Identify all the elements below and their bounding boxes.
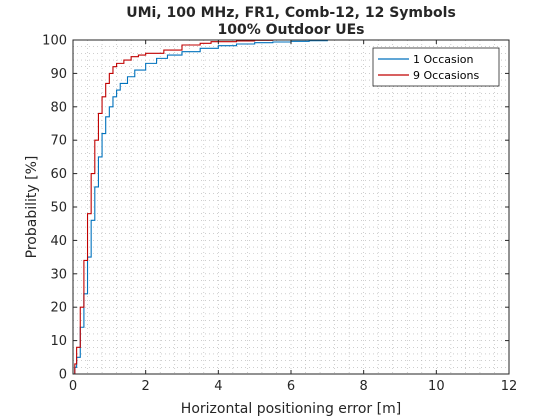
y-tick-label: 0 xyxy=(59,368,67,383)
legend-label-2: 9 Occasions xyxy=(413,69,479,82)
ticks: 0 2 4 6 8 10 12 0 10 20 30 40 50 60 70 80 90 100 xyxy=(42,34,517,395)
chart-title: UMi, 100 MHz, FR1, Comb-12, 12 Symbols xyxy=(126,5,456,21)
y-tick-label: 70 xyxy=(50,134,67,149)
x-tick-label: 4 xyxy=(214,379,222,394)
y-tick-label: 80 xyxy=(50,100,67,115)
y-tick-label: 40 xyxy=(50,234,67,249)
legend-label-1: 1 Occasion xyxy=(413,53,474,66)
series-line-1 xyxy=(73,39,509,375)
series-line-2 xyxy=(73,39,509,375)
x-tick-label: 6 xyxy=(287,379,295,394)
chart-subtitle: 100% Outdoor UEs xyxy=(218,22,365,38)
y-tick-label: 90 xyxy=(50,67,67,82)
legend: 1 Occasion 9 Occasions xyxy=(372,47,500,87)
x-tick-label: 12 xyxy=(501,379,518,394)
x-axis-label: Horizontal positioning error [m] xyxy=(181,401,401,417)
x-tick-label: 2 xyxy=(142,379,150,394)
y-tick-label: 100 xyxy=(42,34,67,49)
y-tick-label: 60 xyxy=(50,167,67,182)
y-axis-label: Probability [%] xyxy=(24,156,40,259)
x-tick-label: 0 xyxy=(69,379,77,394)
y-tick-label: 30 xyxy=(50,267,67,282)
series-layer xyxy=(73,39,509,375)
y-tick-label: 10 xyxy=(50,334,67,349)
y-tick-label: 20 xyxy=(50,301,67,316)
y-tick-label: 50 xyxy=(50,201,67,216)
plot-area xyxy=(73,40,509,374)
x-tick-label: 8 xyxy=(360,379,368,394)
x-tick-label: 10 xyxy=(428,379,445,394)
grid xyxy=(73,40,509,374)
legend-box xyxy=(372,47,500,87)
